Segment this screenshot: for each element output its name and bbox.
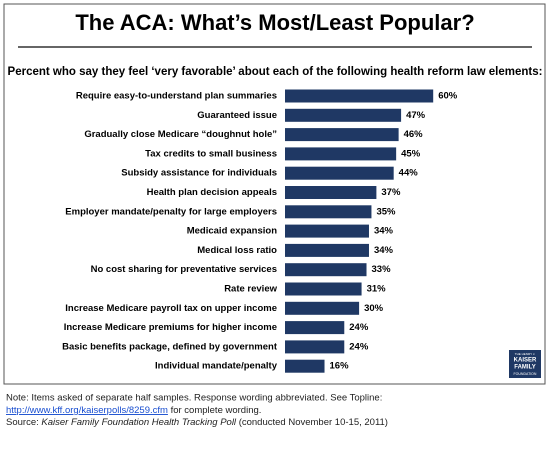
- value-label: 34%: [374, 226, 394, 237]
- category-label: Employer mandate/penalty for large emplo…: [65, 206, 277, 217]
- category-label: Basic benefits package, defined by gover…: [62, 341, 278, 352]
- value-label: 37%: [381, 187, 401, 198]
- category-label: Tax credits to small business: [145, 148, 277, 159]
- note: Note: Items asked of separate half sampl…: [6, 393, 382, 404]
- note: http://www.kff.org/kaiserpolls/8259.cfm …: [6, 405, 261, 416]
- category-label: Health plan decision appeals: [147, 187, 277, 198]
- bar: [285, 359, 325, 373]
- category-label: Medicaid expansion: [187, 226, 277, 237]
- source: Source: Kaiser Family Foundation Health …: [6, 417, 388, 428]
- value-label: 44%: [399, 168, 419, 179]
- category-label: No cost sharing for preventative service…: [91, 264, 277, 275]
- bar: [285, 147, 397, 161]
- bar: [285, 282, 362, 296]
- value-label: 47%: [406, 110, 426, 121]
- note: for complete wording.: [168, 405, 261, 416]
- category-label: Increase Medicare premiums for higher in…: [64, 322, 277, 333]
- bar: [285, 224, 369, 238]
- bar: [285, 128, 399, 142]
- source-label: Source:: [6, 417, 41, 428]
- logo-text: THE HENRY J.: [515, 352, 536, 356]
- bar: [285, 263, 367, 277]
- logo-text: FOUNDATION: [514, 372, 537, 376]
- bar: [285, 321, 345, 335]
- bar: [285, 243, 369, 257]
- frame: [3, 3, 546, 385]
- bar: [285, 186, 377, 199]
- value-label: 45%: [401, 148, 421, 159]
- value-label: 33%: [372, 264, 392, 275]
- category-label: Require easy-to-understand plan summarie…: [76, 91, 277, 102]
- note-link[interactable]: http://www.kff.org/kaiserpolls/8259.cfm: [6, 405, 168, 416]
- category-label: Medical loss ratio: [197, 245, 277, 256]
- category-label: Guaranteed issue: [197, 110, 277, 121]
- value-label: 24%: [349, 341, 369, 352]
- chart-subtitle: Percent who say they feel ‘very favorabl…: [8, 66, 543, 78]
- bar: [285, 340, 345, 354]
- bar: [285, 89, 434, 103]
- value-label: 34%: [374, 245, 394, 256]
- category-label: Rate review: [224, 284, 277, 295]
- source-note: (conducted November 10-15, 2011): [236, 417, 388, 428]
- logo-text: FAMILY: [514, 365, 535, 371]
- source-title: Kaiser Family Foundation Health Tracking…: [41, 417, 237, 428]
- logo-box: [509, 350, 541, 378]
- value-label: 35%: [376, 206, 396, 217]
- bar: [285, 166, 394, 180]
- value-label: 30%: [364, 303, 384, 314]
- value-label: 46%: [404, 129, 424, 140]
- bar: [285, 205, 372, 219]
- category-label: Individual mandate/penalty: [155, 361, 278, 372]
- category-label: Increase Medicare payroll tax on upper i…: [65, 303, 277, 314]
- logo: THE HENRY J. KAISER FAMILY FOUNDATION: [509, 350, 541, 378]
- value-label: 24%: [349, 322, 369, 333]
- chart-title: The ACA: What’s Most/Least Popular?: [75, 10, 474, 35]
- bar: [285, 301, 360, 315]
- logo-text: KAISER: [514, 358, 537, 364]
- value-label: 60%: [438, 91, 458, 102]
- category-label: Gradually close Medicare “doughnut hole”: [84, 129, 277, 140]
- value-label: 16%: [330, 361, 350, 372]
- category-label: Subsidy assistance for individuals: [121, 168, 277, 179]
- value-label: 31%: [367, 284, 387, 295]
- bar: [285, 108, 402, 122]
